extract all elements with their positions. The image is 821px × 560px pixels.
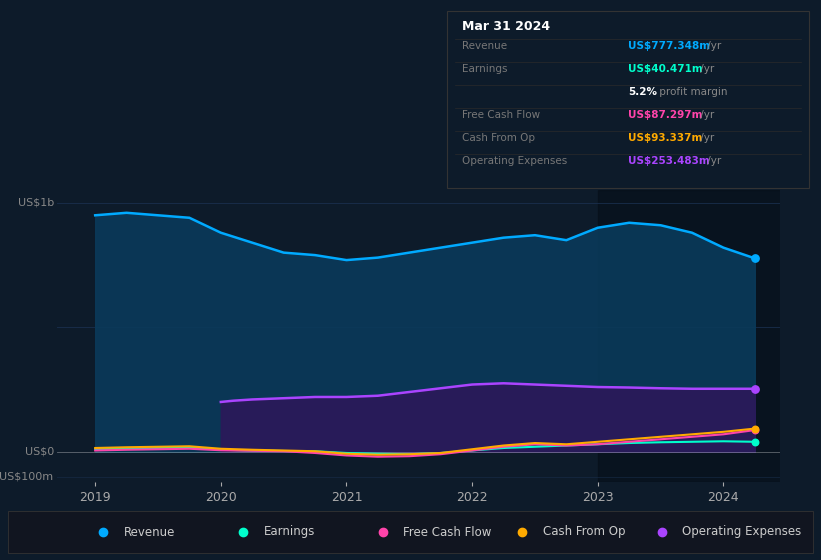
Point [748, 426, 761, 435]
Text: US$777.348m: US$777.348m [628, 41, 710, 51]
Text: US$0: US$0 [25, 447, 54, 457]
Text: Free Cash Flow: Free Cash Flow [403, 525, 492, 539]
Text: Cash From Op: Cash From Op [462, 133, 535, 143]
Text: US$87.297m: US$87.297m [628, 110, 703, 120]
Text: /yr: /yr [704, 41, 721, 51]
Point [748, 254, 761, 263]
Text: Operating Expenses: Operating Expenses [682, 525, 801, 539]
Bar [598, 190, 792, 482]
Text: /yr: /yr [697, 64, 714, 74]
Text: Earnings: Earnings [462, 64, 507, 74]
Text: -US$100m: -US$100m [0, 472, 54, 482]
Text: US$93.337m: US$93.337m [628, 133, 703, 143]
Text: Cash From Op: Cash From Op [543, 525, 625, 539]
Text: Mar 31 2024: Mar 31 2024 [462, 20, 550, 33]
Text: US$1b: US$1b [17, 198, 54, 208]
Text: profit margin: profit margin [655, 87, 727, 97]
Text: /yr: /yr [704, 156, 721, 166]
Text: US$253.483m: US$253.483m [628, 156, 710, 166]
Text: /yr: /yr [697, 110, 714, 120]
Text: Revenue: Revenue [124, 525, 176, 539]
Point [748, 424, 761, 433]
Point [748, 384, 761, 393]
Point [748, 437, 761, 446]
Text: US$40.471m: US$40.471m [628, 64, 703, 74]
Text: Earnings: Earnings [264, 525, 315, 539]
Text: 5.2%: 5.2% [628, 87, 657, 97]
Text: Free Cash Flow: Free Cash Flow [462, 110, 540, 120]
FancyBboxPatch shape [8, 511, 813, 553]
Text: /yr: /yr [697, 133, 714, 143]
Text: Revenue: Revenue [462, 41, 507, 51]
Text: Operating Expenses: Operating Expenses [462, 156, 567, 166]
